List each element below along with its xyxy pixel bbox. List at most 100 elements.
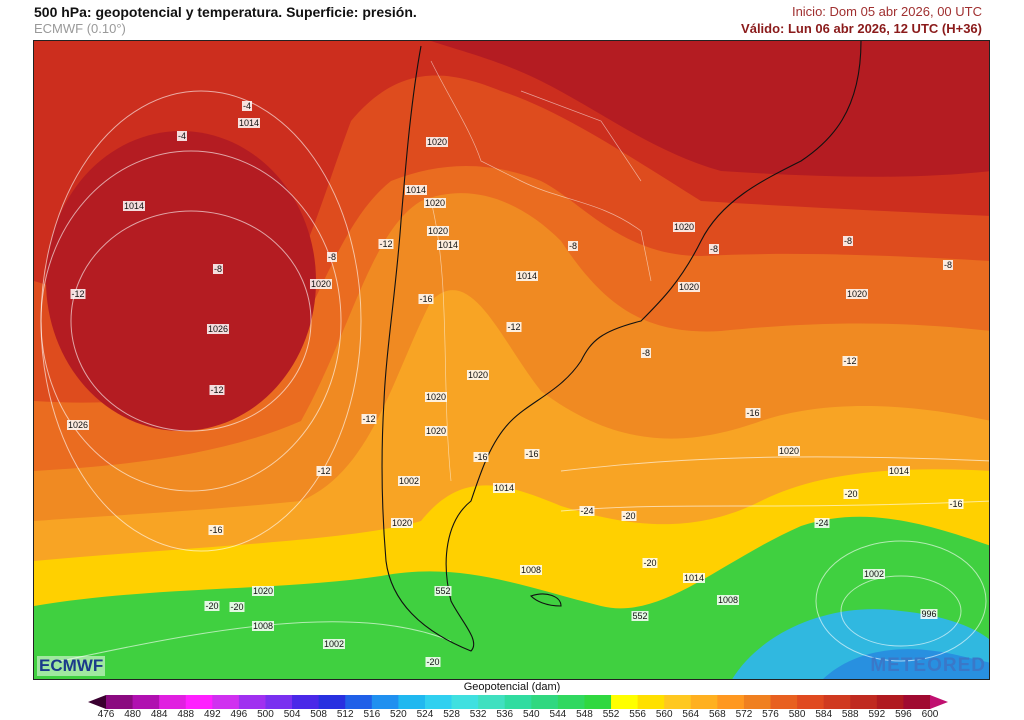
colorbar-tick-label: 476 (97, 709, 115, 720)
contour-label: -12 (506, 322, 522, 332)
colorbar-swatch (185, 695, 213, 709)
colorbar-tick-label: 552 (602, 709, 620, 720)
colorbar-tick-label: 560 (655, 709, 673, 720)
contour-label: -12 (378, 239, 394, 249)
init-time: Inicio: Dom 05 abr 2026, 00 UTC (791, 4, 982, 19)
colorbar-tick-label: 588 (841, 709, 859, 720)
colorbar-swatch (690, 695, 718, 709)
colorbar-swatch (876, 695, 904, 709)
contour-label: -16 (418, 294, 434, 304)
colorbar-tick-label: 564 (682, 709, 700, 720)
contour-label: 1014 (404, 185, 428, 195)
colorbar-tick-label: 592 (868, 709, 886, 720)
meteored-logo: METEORED (870, 655, 986, 676)
band-blue (823, 649, 989, 679)
contour-label: 1014 (122, 201, 146, 211)
contour-label: 1014 (515, 271, 539, 281)
colorbar-swatch (132, 695, 160, 709)
contour-label: -8 (326, 252, 338, 262)
contour-label: 1020 (845, 289, 869, 299)
colorbar-title: Geopotencial (dam) (463, 681, 561, 693)
colorbar-tick-label: 488 (177, 709, 195, 720)
colorbar-swatch (611, 695, 639, 709)
contour-label: 1014 (682, 573, 706, 583)
contour-label: -20 (843, 489, 859, 499)
colorbar-swatch (371, 695, 399, 709)
colorbar-tick-label: 572 (735, 709, 753, 720)
contour-label: 1020 (390, 518, 414, 528)
colorbar-tick-label: 568 (709, 709, 726, 720)
colorbar-swatch (743, 695, 772, 709)
map-title: 500 hPa: geopotencial y temperatura. Sup… (34, 4, 417, 20)
contour-label: -12 (842, 356, 858, 366)
contour-label: 1020 (424, 426, 448, 436)
colorbar-swatch (903, 695, 931, 709)
contour-label: 1014 (492, 483, 516, 493)
contour-label: 1020 (309, 279, 333, 289)
contour-label: -12 (316, 466, 332, 476)
colorbar-swatch (451, 695, 479, 709)
colorbar-swatch (478, 695, 506, 709)
contour-label: -20 (204, 601, 220, 611)
colorbar (88, 695, 948, 709)
colorbar-swatch (159, 695, 187, 709)
contour-label: -8 (708, 244, 720, 254)
colorbar-tick-label: 500 (257, 709, 274, 720)
contour-label: -16 (208, 525, 224, 535)
contour-label: -24 (579, 506, 595, 516)
contour-label: -4 (241, 101, 253, 111)
band-dark-red-north (431, 41, 989, 177)
contour-label: 552 (631, 611, 649, 621)
colorbar-swatch (584, 695, 612, 709)
isobars (40, 90, 989, 662)
coastline (381, 41, 862, 652)
contour-label: 1002 (397, 476, 421, 486)
colorbar-tick-label: 580 (788, 709, 806, 720)
valid-time: Válido: Lun 06 abr 2026, 12 UTC (H+36) (741, 21, 982, 36)
colorbar-swatch (504, 695, 532, 709)
contour-label: 1020 (426, 226, 450, 236)
contour-label: -8 (942, 260, 954, 270)
contour-label: -12 (209, 385, 225, 395)
contour-label: 1002 (862, 569, 886, 579)
colorbar-swatch (531, 695, 559, 709)
contour-label: -16 (473, 452, 489, 462)
weather-map[interactable]: -4 -4 1014 1020 1014 1020 1020 1014 1014 -8 1020 -8… (33, 40, 990, 680)
colorbar-tick-label: 492 (203, 709, 221, 720)
colorbar-tick-label: 532 (469, 709, 487, 720)
colorbar-over-arrow (930, 695, 948, 709)
colorbar-swatch (212, 695, 240, 709)
contour-label: 1020 (466, 370, 490, 380)
colorbar-tick-label: 520 (390, 709, 407, 720)
colorbar-swatch (292, 695, 320, 709)
model-name: ECMWF (0.10°) (34, 21, 126, 36)
band-dark-red-blob (46, 131, 316, 431)
contour-label: -20 (425, 657, 441, 667)
colorbar-swatch (797, 695, 825, 709)
contour-label: -8 (842, 236, 854, 246)
contour-label: -4 (176, 131, 188, 141)
colorbar-swatch (398, 695, 426, 709)
contour-label: 1020 (251, 586, 275, 596)
colorbar-tick-label: 544 (549, 709, 567, 720)
colorbar-swatch (850, 695, 878, 709)
contour-label: 1020 (677, 282, 701, 292)
contour-label: 996 (920, 609, 938, 619)
colorbar-tick-label: 508 (310, 709, 327, 720)
contour-label: -20 (642, 558, 658, 568)
contour-label: 1020 (424, 392, 448, 402)
contour-label: 1014 (887, 466, 911, 476)
colorbar-swatch (823, 695, 851, 709)
colorbar-tick-label: 548 (576, 709, 593, 720)
colorbar-swatch (717, 695, 745, 709)
colorbar-tick-label: 540 (522, 709, 540, 720)
map-fields (34, 41, 989, 679)
colorbar-swatch (238, 695, 266, 709)
contour-label: 1008 (519, 565, 543, 575)
contour-label: 1020 (672, 222, 696, 232)
colorbar-swatch (770, 695, 798, 709)
contour-label: 1014 (436, 240, 460, 250)
contour-label: -16 (524, 449, 540, 459)
colorbar-swatch (664, 695, 692, 709)
colorbar-tick-label: 596 (895, 709, 912, 720)
